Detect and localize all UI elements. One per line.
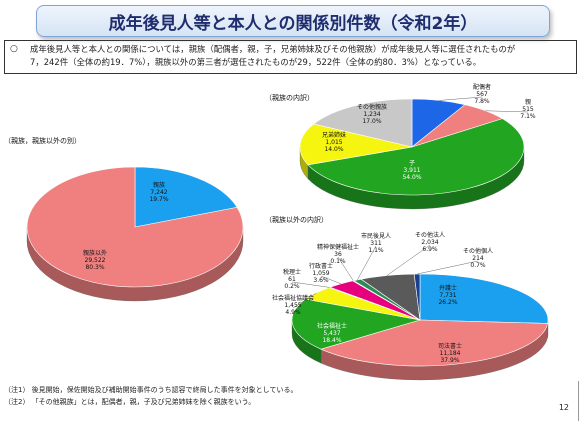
pie2-label-2-name: 子 bbox=[409, 160, 415, 167]
pie2-slice-4 bbox=[313, 98, 413, 148]
pie3-label-4-name: 税理士 bbox=[283, 268, 301, 276]
description-box: ○ 成年後見人等と本人との関係については，親族（配偶者，親，子，兄弟姉妹及びその… bbox=[4, 40, 577, 74]
pie3-label-6-leader bbox=[337, 256, 354, 281]
description-line-1: 成年後見人等と本人との関係については，親族（配偶者，親，子，兄弟姉妹及びその他親… bbox=[30, 44, 516, 54]
pie1-label-0-name: 親族 bbox=[153, 181, 165, 189]
pie3-label-9-name: その他個人 bbox=[463, 247, 493, 255]
pie3-label-0-count: 7,731 bbox=[439, 292, 456, 299]
pie2-label-3-pct: 14.0% bbox=[324, 146, 343, 153]
pie2-label-4-name: その他親族 bbox=[357, 103, 387, 111]
pie1-label-0-pct: 19.7% bbox=[149, 196, 168, 203]
pie1-slice-1 bbox=[26, 166, 244, 288]
pie3-label-7-name: 市民後見人 bbox=[361, 232, 391, 240]
pie2-label-1-leader bbox=[485, 110, 529, 113]
pie3-label-9-count: 214 bbox=[472, 255, 484, 262]
note-2: （注2） 「その他親族」とは，配偶者，親，子及び兄弟姉妹を除く親族をいう。 bbox=[4, 398, 256, 406]
pie3-label-6-pct: 0.1% bbox=[330, 258, 346, 265]
pie3-slice-1 bbox=[320, 319, 549, 367]
pie3-title: （親族以外の内訳） bbox=[265, 215, 328, 224]
pie3-label-1-pct: 37.9% bbox=[440, 357, 459, 364]
pie3-label-8-pct: 6.9% bbox=[422, 246, 438, 253]
pie3-label-2-pct: 18.4% bbox=[322, 337, 341, 344]
pie1-label-1-count: 29,522 bbox=[85, 257, 106, 264]
pie2-label-0-leader bbox=[439, 96, 483, 101]
pie3-label-5-leader bbox=[320, 275, 342, 284]
pie2-label-1-name: 親 bbox=[525, 98, 531, 106]
pie3-label-8-name: その他法人 bbox=[415, 231, 445, 239]
pie1-label-1-pct: 80.3% bbox=[85, 264, 104, 271]
pie3-label-2-name: 社会福祉士 bbox=[317, 322, 347, 330]
pie3-label-0-name: 弁護士 bbox=[439, 284, 457, 292]
pie3-label-7-count: 311 bbox=[370, 240, 382, 247]
pie3-label-6-name: 精神保健福祉士 bbox=[317, 243, 359, 251]
pie3-label-3-pct: 4.9% bbox=[285, 309, 301, 316]
page-title: 成年後見人等と本人との関係別件数（令和2年） bbox=[108, 14, 478, 34]
page-divider bbox=[578, 381, 579, 421]
pie3-label-4-leader bbox=[291, 281, 330, 288]
pie2-title: （親族の内訳） bbox=[265, 93, 314, 102]
pie3-label-1-count: 11,184 bbox=[440, 350, 461, 357]
pie1-title: （親族，親族以外の別） bbox=[4, 136, 81, 145]
note-1: （注1） 後見開始，保佐開始及び補助開始事件のうち認容で終局した事件を対象として… bbox=[4, 386, 298, 394]
pie2-slice-2 bbox=[307, 118, 525, 196]
pie3-label-2-count: 5,437 bbox=[323, 330, 340, 337]
pie3-label-6-count: 36 bbox=[334, 251, 342, 258]
pie3-label-7-pct: 1.1% bbox=[368, 247, 384, 254]
pie3-label-4-count: 61 bbox=[288, 276, 296, 283]
pie2-label-1-pct: 7.1% bbox=[520, 113, 536, 120]
pie3-label-5-name: 行政書士 bbox=[309, 262, 333, 270]
pie3-label-9-leader bbox=[417, 260, 479, 275]
pie2-label-0-count: 567 bbox=[476, 91, 488, 98]
pie2-label-0-pct: 7.8% bbox=[474, 98, 490, 105]
pie3-slice-0 bbox=[419, 273, 549, 324]
pie3-label-1-name: 司法書士 bbox=[438, 342, 462, 350]
pie1-label-0-count: 7,242 bbox=[150, 189, 167, 196]
pie3-label-3-name: 社会福祉協議会 bbox=[272, 294, 314, 302]
description-line-2: 7，242件（全体の約19．7%），親族以外の第三者が選任されたものが29，52… bbox=[30, 57, 482, 67]
pie3-slice-2 bbox=[291, 298, 421, 350]
pie2-label-4-count: 1,234 bbox=[363, 111, 380, 118]
pie2-label-4-pct: 17.0% bbox=[362, 118, 381, 125]
pie2-label-2-count: 3,911 bbox=[403, 167, 420, 174]
pie3-label-8-count: 2,034 bbox=[421, 239, 438, 246]
bullet-mark: ○ bbox=[10, 44, 18, 54]
pie3-slice-9 bbox=[413, 273, 421, 321]
pie3-label-8-leader bbox=[386, 244, 431, 276]
pie3-label-5-count: 1,059 bbox=[312, 270, 329, 277]
pie3-label-9-pct: 0.7% bbox=[470, 262, 486, 269]
pie3-label-3-leader bbox=[292, 292, 317, 309]
pie1-label-1-name: 親族以外 bbox=[83, 249, 107, 257]
pie2-label-3-name: 兄弟姉妹 bbox=[322, 131, 346, 139]
pie3-label-5-pct: 3.6% bbox=[313, 277, 329, 284]
pie3-label-3-count: 1,455 bbox=[284, 302, 301, 309]
pie2-label-2-pct: 54.0% bbox=[402, 174, 421, 181]
page-number: 12 bbox=[558, 403, 569, 412]
pie2-label-1-count: 515 bbox=[522, 106, 534, 113]
pie2-slice-3 bbox=[299, 123, 413, 166]
pie3-label-7-leader bbox=[357, 245, 377, 280]
pie2-label-3-count: 1,015 bbox=[325, 139, 342, 146]
title-banner: 成年後見人等と本人との関係別件数（令和2年） bbox=[36, 5, 550, 37]
pie3-label-4-pct: 0.2% bbox=[284, 283, 300, 290]
pie3-label-0-pct: 26.2% bbox=[438, 299, 457, 306]
pie2-label-0-name: 配偶者 bbox=[473, 83, 491, 91]
